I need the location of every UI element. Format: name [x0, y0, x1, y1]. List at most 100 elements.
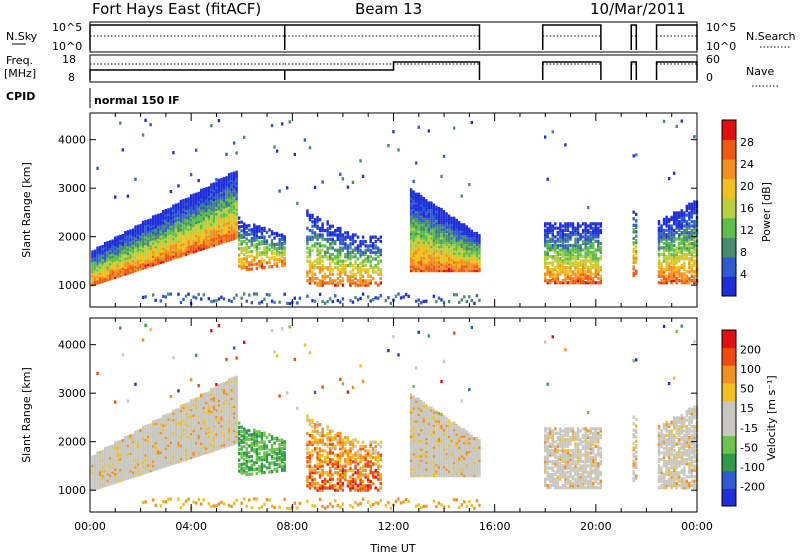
scatter-cell: [258, 262, 261, 266]
scatter-cell: [154, 447, 157, 452]
scatter-cell: [425, 245, 428, 249]
scatter-cell: [688, 278, 691, 283]
scatter-cell: [688, 248, 691, 252]
scatter-cell: [121, 478, 125, 482]
scatter-cell: [232, 228, 236, 232]
scatter-cell: [452, 255, 456, 260]
scatter-cell: [164, 448, 168, 453]
scatter-cell: [194, 236, 198, 240]
scatter-cell: [189, 427, 193, 431]
scatter-cell: [417, 253, 420, 257]
scatter-cell: [409, 221, 413, 225]
scatter-cell: [169, 213, 173, 218]
scatter-cell: [136, 466, 140, 470]
scatter-cell: [169, 257, 173, 261]
scatter-cell: [194, 244, 198, 249]
scatter-cell: [227, 205, 231, 210]
scatter-cell: [278, 253, 281, 257]
scatter-cell: [574, 265, 577, 270]
scatter-cell: [468, 260, 471, 264]
scatter-cell: [220, 182, 223, 186]
scatter-cell: [119, 243, 122, 247]
scatter-cell: [96, 482, 99, 486]
scatter-cell: [134, 225, 137, 229]
scatter-cell: [318, 268, 322, 272]
scatter-cell: [106, 454, 109, 459]
scatter-cell: [543, 241, 547, 246]
scatter-cell: [437, 234, 441, 238]
scatter-cell: [465, 242, 468, 247]
scatter-cell: [205, 193, 208, 197]
scatter-cell: [463, 236, 466, 240]
scatter-cell: [334, 294, 337, 298]
scatter-cell: [364, 281, 367, 285]
scatter-cell: [427, 218, 431, 223]
scatter-cell: [131, 437, 135, 442]
scatter-cell: [182, 216, 185, 220]
scatter-cell: [683, 254, 686, 259]
scatter-cell: [220, 295, 223, 299]
scatter-cell: [586, 278, 590, 283]
scatter-cell: [688, 259, 691, 263]
scatter-cell: [670, 226, 673, 230]
scatter-cell: [131, 450, 135, 455]
scatter-cell: [232, 217, 236, 221]
scatter-cell: [184, 455, 188, 459]
scatter-cell: [422, 203, 425, 207]
scatter-cell: [445, 269, 448, 273]
scatter-cell: [164, 219, 168, 224]
scatter-cell: [151, 466, 155, 470]
scatter-cell: [200, 193, 203, 197]
scatter-cell: [420, 227, 423, 231]
scatter-cell: [354, 277, 357, 281]
scatter-cell: [387, 144, 390, 148]
scatter-cell: [131, 239, 135, 243]
scatter-cell: [240, 248, 243, 253]
scatter-cell: [460, 262, 463, 266]
scatter-cell: [157, 224, 160, 228]
scatter-cell: [103, 479, 107, 483]
scatter-cell: [599, 230, 603, 235]
scatter-cell: [215, 181, 218, 185]
scatter-cell: [445, 260, 448, 264]
scatter-cell: [420, 240, 423, 244]
scatter-cell: [435, 300, 438, 304]
scatter-cell: [139, 228, 142, 232]
scatter-cell: [586, 230, 590, 235]
scatter-cell: [136, 431, 140, 436]
scatter-cell: [184, 215, 188, 219]
scatter-cell: [586, 252, 590, 256]
scatter-cell: [96, 259, 99, 263]
scatter-cell: [412, 249, 415, 253]
scatter-cell: [144, 457, 147, 461]
scatter-cell: [566, 281, 570, 285]
scatter-cell: [243, 261, 246, 265]
scatter-cell: [194, 249, 198, 253]
scatter-cell: [685, 274, 689, 278]
scatter-cell: [184, 438, 188, 442]
station-title: Fort Hays East (fitACF): [92, 0, 261, 18]
scatter-cell: [422, 236, 425, 240]
scatter-cell: [179, 208, 183, 212]
scatter-cell: [217, 226, 221, 230]
scatter-cell: [174, 207, 178, 212]
scatter-cell: [187, 245, 190, 249]
scatter-cell: [678, 224, 681, 228]
scatter-cell: [308, 213, 312, 217]
scatter-cell: [177, 429, 180, 433]
scatter-cell: [427, 262, 431, 266]
scatter-cell: [108, 244, 112, 248]
scatter-cell: [409, 205, 413, 209]
scatter-cell: [549, 228, 552, 232]
scatter-cell: [675, 250, 678, 254]
scatter-cell: [455, 242, 458, 247]
scatter-cell: [470, 120, 474, 125]
scatter-cell: [559, 233, 562, 237]
scatter-cell: [551, 263, 554, 267]
scatter-cell: [594, 228, 597, 232]
scatter-cell: [179, 243, 183, 247]
scatter-cell: [121, 257, 125, 262]
scatter-cell: [157, 440, 160, 444]
scatter-cell: [189, 226, 193, 231]
scatter-cell: [184, 451, 188, 455]
